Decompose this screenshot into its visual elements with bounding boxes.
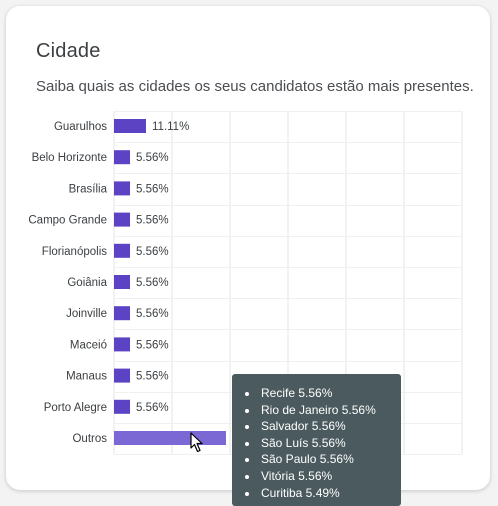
tooltip-item-text: São Paulo 5.56% — [261, 452, 354, 467]
category-label: Manaus — [66, 371, 107, 383]
bar[interactable] — [114, 212, 131, 227]
bar[interactable] — [114, 275, 131, 289]
data-label: 5.56% — [136, 402, 169, 414]
data-label: 5.56% — [136, 371, 169, 383]
category-label: Brasília — [69, 183, 108, 195]
bar[interactable] — [114, 181, 131, 196]
bar[interactable] — [114, 119, 146, 133]
category-label: Goiânia — [67, 277, 107, 289]
bar[interactable] — [114, 368, 131, 383]
bar[interactable] — [114, 150, 131, 165]
category-label: Guarulhos — [54, 121, 107, 133]
card-title: Cidade — [36, 40, 101, 62]
category-label: Joinville — [66, 308, 107, 320]
data-label: 5.56% — [136, 308, 169, 320]
bar[interactable] — [114, 243, 131, 258]
bar[interactable] — [114, 399, 131, 414]
category-label: Maceió — [70, 339, 107, 351]
category-label: Belo Horizonte — [32, 152, 107, 164]
card-subtitle: Saiba quais as cidades os seus candidato… — [36, 78, 474, 95]
bar[interactable] — [114, 306, 131, 321]
bar-outros-hovered[interactable] — [114, 431, 226, 445]
bar[interactable] — [114, 337, 131, 352]
tooltip-item-text: Vitória 5.56% — [261, 469, 333, 483]
tooltip-item-text: São Luís 5.56% — [261, 435, 346, 450]
tooltip-item-text: Recife 5.56% — [261, 386, 333, 400]
category-label: Outros — [72, 433, 107, 445]
category-label: Porto Alegre — [44, 402, 107, 414]
data-label: 5.56% — [136, 339, 169, 351]
data-label: 5.56% — [136, 246, 169, 258]
pointer-arrow-icon — [190, 432, 203, 453]
category-label: Florianópolis — [42, 246, 107, 258]
data-label: 11.11% — [152, 121, 189, 133]
data-label: 5.56% — [136, 183, 169, 195]
tooltip-item-text: Salvador 5.56% — [261, 419, 346, 434]
data-label: 5.56% — [136, 215, 169, 227]
category-label: Campo Grande — [28, 215, 107, 227]
tooltip-item-text: Rio de Janeiro 5.56% — [261, 402, 376, 417]
data-label: 5.56% — [136, 152, 169, 164]
data-label: 5.56% — [136, 277, 169, 289]
outros-tooltip: Recife 5.56% Rio de Janeiro 5.56% Salvador… — [232, 374, 401, 506]
tooltip-item-text: Curitiba 5.49% — [261, 485, 340, 500]
